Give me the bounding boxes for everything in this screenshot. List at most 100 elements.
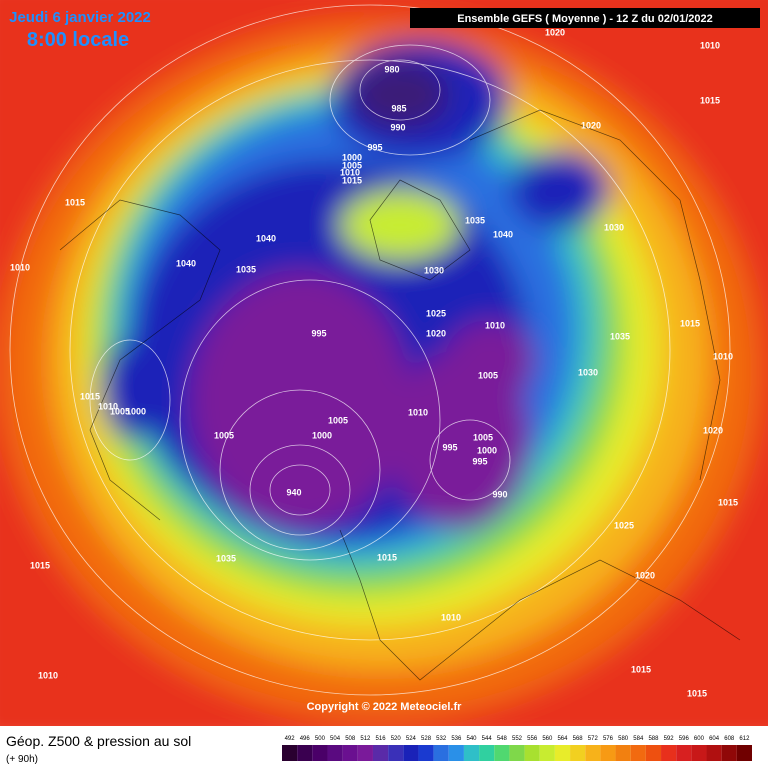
legend-swatch [554,745,571,761]
legend-label: 492 [285,736,296,742]
legend-swatch [403,745,419,761]
legend-label: 508 [345,736,356,742]
legend-label: 568 [573,736,584,742]
legend-swatch [691,745,707,761]
legend-label: 532 [436,736,447,742]
isobar-label: 1005 [478,370,498,380]
legend-label: 556 [527,736,538,742]
legend-swatch [372,745,389,761]
legend-swatch [342,745,358,761]
color-legend: 492 496 500 504 508 512 516 520 524 528 532 536 540 5… [282,736,752,761]
legend-label: 512 [360,736,371,742]
legend-label: 544 [482,736,493,742]
isobar-label: 1010 [38,670,58,680]
isobar-label: 1015 [65,197,85,207]
legend-swatch [312,745,328,761]
legend-label: 536 [451,736,462,742]
isobar-label: 980 [384,64,399,74]
run-info: Ensemble GEFS ( Moyenne ) - 12 Z du 02/0… [457,13,713,25]
isobar-label: 1015 [718,497,738,507]
legend-swatch [297,745,313,761]
legend-swatch [418,745,434,761]
legend-swatch [448,745,464,761]
isobar-label: 1015 [377,552,397,562]
isobar-label: 1010 [10,262,30,272]
isobar-label: 1015 [700,95,720,105]
isobar-label: 1030 [424,265,444,275]
isobar-label: 1025 [426,308,446,318]
legend-label: 552 [512,736,523,742]
isobar-label: 1015 [80,391,100,401]
run-box [410,8,760,28]
isobar-label: 1015 [631,664,651,674]
legend-swatch [282,745,298,761]
isobar-label: 995 [472,456,487,466]
isobar-label: 1005 [473,432,493,442]
legend-label: 548 [497,736,508,742]
isobar-label: 1035 [465,215,485,225]
legend-label: 596 [679,736,690,742]
isobar-label: 1020 [426,328,446,338]
isobar-label: 1015 [342,175,362,185]
isobar-label: 1035 [216,553,236,563]
isobar-label: 1005 [328,415,348,425]
isobar-label: 1030 [578,367,598,377]
legend-swatch [585,745,601,761]
legend-swatch [630,745,646,761]
isobar-label: 1010 [441,612,461,622]
legend-swatch [494,745,510,761]
isobar-label: 1005 [110,406,130,416]
isobars [9,4,731,696]
footer-title: Géop. Z500 & pression au sol [6,733,191,749]
isobar-label: 1015 [687,688,707,698]
legend-label: 516 [376,736,387,742]
isobar-label: 1040 [176,258,196,268]
isobar-label: 1030 [604,222,624,232]
legend-swatch [615,745,631,761]
legend-swatch [388,745,404,761]
legend-label: 612 [739,736,750,742]
legend-label: 584 [633,736,644,742]
legend-label: 600 [694,736,705,742]
legend-swatch [676,745,692,761]
isobar-label: 1005 [214,430,234,440]
isobar-label: 990 [390,122,405,132]
coastlines [59,109,741,681]
geopotential-field [0,0,768,750]
isobar-label: 1040 [493,229,513,239]
isobar-label: 1010 [713,351,733,361]
footer-lead: (+ 90h) [6,754,38,765]
isobar-label: 995 [442,442,457,452]
legend-swatch [645,745,662,761]
date: Jeudi 6 janvier 2022 [9,9,151,26]
isobar-label: 1015 [30,560,50,570]
legend-label: 588 [648,736,659,742]
isobar-label: 1005 [342,160,362,170]
isobar-label: 1035 [236,264,256,274]
legend-swatch [509,745,525,761]
legend-swatch [600,745,616,761]
legend-label: 576 [603,736,614,742]
isobar-label: 985 [391,103,406,113]
isobar-label: 1020 [581,120,601,130]
legend-label: 504 [330,736,341,742]
legend-swatch [463,745,480,761]
legend-swatch [706,745,722,761]
legend-swatch [736,745,752,761]
legend-swatch [661,745,677,761]
legend-swatch [570,745,586,761]
isobar-label: 995 [311,328,326,338]
isobar-label: 1010 [98,401,118,411]
legend-label: 604 [709,736,720,742]
isobar-label: 1010 [340,167,360,177]
isobar-label: 990 [492,489,507,499]
legend-label: 500 [315,736,326,742]
legend-swatch [357,745,373,761]
isobar-label: 1000 [126,406,146,416]
legend-label: 560 [542,736,553,742]
isobar-label: 1020 [635,570,655,580]
legend-swatch [327,745,343,761]
legend-label: 592 [664,736,675,742]
legend-swatch [524,745,540,761]
isobar-labels: 1020101010159809859909951000100510101015… [10,27,738,698]
